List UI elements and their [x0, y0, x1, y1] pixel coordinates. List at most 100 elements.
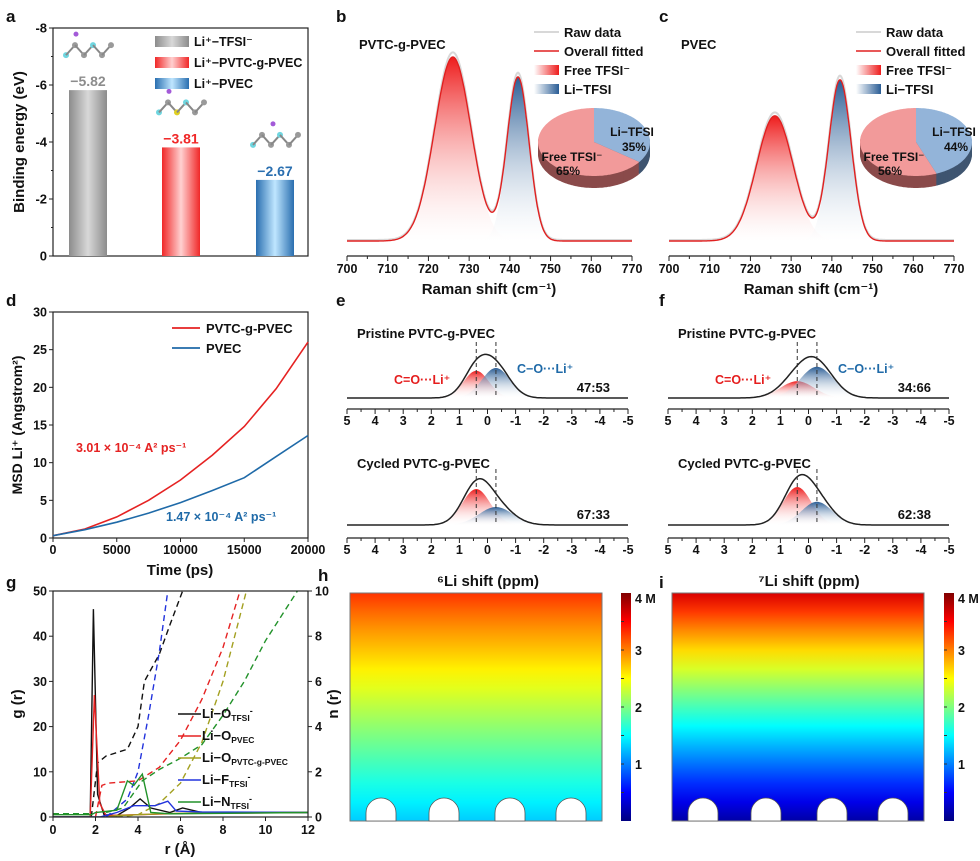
concentration-field: [349, 592, 603, 822]
y-tick-label: 15: [33, 419, 47, 433]
x-tick-label: -2: [859, 543, 870, 557]
x-axis-label: Raman shift (cm⁻¹): [744, 281, 879, 298]
coordination-number-line-3: [105, 591, 169, 817]
panel-b-raman-chart: 700 710 720 730 740 750 760 770 Raman shift (cm⁻…: [337, 25, 654, 298]
ratio-label: 62:38: [898, 507, 931, 522]
legend-label: Overall fitted: [564, 44, 644, 59]
legend-subscript: PVEC: [231, 735, 254, 745]
fitted-peak-area-1: [474, 77, 562, 241]
overall-fitted-line: [669, 78, 954, 242]
panel-d-line-chart: 0 5000 10000 15000 20000 0 5 10 15 20 25 30 Time (ps…: [9, 306, 325, 580]
x-tick-label: 2: [749, 414, 756, 428]
y-axis-label: MSD Li⁺ (Angstrom²): [9, 356, 25, 495]
panel-label-a: a: [6, 7, 16, 26]
rdf-line-4: [53, 772, 308, 816]
y-tick-label: 25: [33, 343, 47, 357]
legend-label: Li−OTFSI-: [202, 706, 253, 723]
component-label-carbonyl: C=O···Li⁺: [715, 373, 771, 387]
fitted-peak-area-0: [379, 57, 526, 241]
bar-value-label: −2.67: [257, 163, 293, 179]
raw-data-line: [669, 74, 954, 241]
electrode-bump: [687, 797, 719, 822]
panel-h-concentration-map: 1 2 3 4 M: [349, 592, 656, 822]
component-label-carbonyl: C=O···Li⁺: [394, 373, 450, 387]
electrode-bump: [877, 797, 909, 822]
y-right-tick-label: 10: [315, 585, 329, 599]
series-line-1: [52, 434, 309, 537]
x-tick-label: -2: [538, 543, 549, 557]
x-tick-label: 740: [499, 262, 520, 276]
y-tick-label: 10: [33, 765, 47, 779]
x-tick-label: 730: [459, 262, 480, 276]
legend-main: Li−O: [202, 728, 231, 743]
x-tick-label: 730: [781, 262, 802, 276]
legend-swatch-li: [534, 84, 559, 94]
rdf-line-3: [53, 800, 308, 817]
pie-label: Free TFSI⁻: [863, 150, 924, 164]
y-tick-label: 30: [33, 675, 47, 689]
x-tick-label: 10000: [163, 543, 198, 557]
nmr-row-0: Pristine PVTC-g-PVEC 47:53 5 4 3 2 1 0 -1 -2 -3 -4 -…: [344, 326, 634, 428]
y-tick-label: -6: [35, 78, 47, 93]
x-tick-label: 2: [428, 414, 435, 428]
panel-label-e: e: [336, 291, 345, 310]
electrode-bump: [494, 797, 526, 822]
x-tick-label: 740: [821, 262, 842, 276]
atom-icon: [108, 42, 114, 49]
x-tick-label: 4: [135, 823, 142, 837]
x-tick-label: -5: [622, 543, 633, 557]
legend-main: Li−F: [202, 772, 229, 787]
colorbar-tick-label: 1: [635, 758, 642, 772]
x-axis-label: Raman shift (cm⁻¹): [422, 281, 557, 298]
x-tick-label: 1: [456, 543, 463, 557]
legend-item: Li−OPVEC: [178, 728, 254, 745]
nmr-row-0: Pristine PVTC-g-PVEC 34:66 5 4 3 2 1 0 -1 -2 -3 -4 -…: [665, 326, 955, 428]
legend-subscript: PVTC-g-PVEC: [231, 757, 288, 767]
envelope-line: [347, 353, 628, 399]
molecule-structure-icon: [63, 31, 114, 59]
x-axis-label: Time (ps): [147, 562, 213, 579]
y-tick-label: 20: [33, 381, 47, 395]
x-tick-label: 720: [418, 262, 439, 276]
x-tick-label: -3: [566, 414, 577, 428]
panel-label-g: g: [6, 573, 16, 592]
y-right-tick-label: 4: [315, 720, 322, 734]
x-tick-label: -3: [887, 414, 898, 428]
x-tick-label: 710: [699, 262, 720, 276]
component-peak-1: [453, 368, 537, 398]
y-tick-label: 20: [33, 720, 47, 734]
legend-swatch: [155, 78, 189, 89]
legend-label: Li−TFSI: [564, 82, 611, 97]
x-axis-label: ⁶Li shift (ppm): [437, 573, 539, 590]
legend-label: PVTC-g-PVEC: [206, 321, 293, 336]
x-tick-label: 4: [372, 543, 379, 557]
y-tick-label: -8: [35, 21, 47, 36]
pie-label: Li−TFSI: [932, 125, 976, 139]
x-tick-label: -4: [594, 543, 605, 557]
colorbar: [621, 593, 631, 821]
raw-data-line: [347, 51, 632, 241]
bar-2: [256, 179, 294, 256]
legend-swatch-free: [856, 65, 881, 75]
x-tick-label: -3: [887, 543, 898, 557]
component-label-ether: C−O···Li⁺: [838, 362, 894, 376]
legend-swatch-free: [534, 65, 559, 75]
panel-label-b: b: [336, 7, 346, 26]
x-tick-label: 6: [177, 823, 184, 837]
legend-superscript: -: [248, 772, 251, 782]
chart-title: PVEC: [681, 37, 717, 52]
x-tick-label: 1: [777, 543, 784, 557]
coordination-number-line-1: [94, 591, 241, 817]
legend-label: Li−NTFSI-: [202, 794, 252, 811]
legend-swatch-li: [856, 84, 881, 94]
overall-fitted-line: [347, 56, 632, 242]
x-tick-label: -1: [831, 414, 842, 428]
y-tick-label: 50: [33, 585, 47, 599]
slope-annotation: 1.47 × 10⁻⁴ A² ps⁻¹: [166, 510, 276, 524]
legend-main: Li−O: [202, 706, 231, 721]
electrode-bump: [555, 797, 587, 822]
x-axis-label: ⁷Li shift (ppm): [758, 573, 859, 590]
legend-item: Li−FTFSI-: [178, 772, 251, 789]
x-tick-label: 0: [805, 543, 812, 557]
legend-swatch: [155, 57, 189, 68]
